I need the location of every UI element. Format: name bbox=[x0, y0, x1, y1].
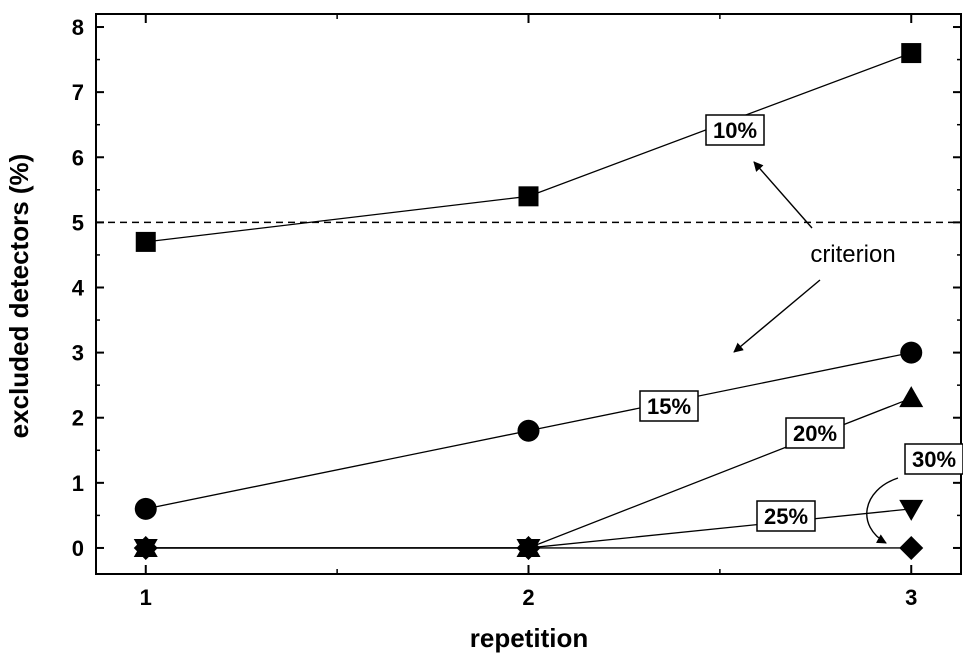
y-tick-label: 6 bbox=[72, 145, 84, 170]
annotations: criterion bbox=[733, 161, 899, 544]
x-axis-title: repetition bbox=[470, 623, 588, 653]
triangle-down-marker bbox=[899, 499, 924, 521]
series-label: 20% bbox=[793, 421, 837, 446]
y-tick-label: 3 bbox=[72, 341, 84, 366]
y-axis-ticks: 0 1 2 3 4 5 6 7 8 bbox=[72, 15, 961, 561]
plot-frame bbox=[95, 13, 962, 575]
x-tick-label: 2 bbox=[522, 585, 534, 610]
x-tick-label: 3 bbox=[905, 585, 917, 610]
y-axis-title: excluded detectors (%) bbox=[4, 154, 34, 439]
y-tick-label: 0 bbox=[72, 536, 84, 561]
y-tick-label: 7 bbox=[72, 80, 84, 105]
series-label: 25% bbox=[764, 504, 808, 529]
series-label-box bbox=[785, 417, 845, 449]
square-marker bbox=[518, 186, 539, 207]
series-label: 10% bbox=[713, 118, 757, 143]
circle-marker bbox=[134, 497, 157, 520]
diamond-marker bbox=[133, 535, 158, 560]
x-axis-ticks: 1 2 3 bbox=[140, 14, 917, 610]
criterion-label: criterion bbox=[810, 241, 895, 268]
y-tick-label: 8 bbox=[72, 15, 84, 40]
y-tick-label: 4 bbox=[72, 275, 85, 300]
criterion-arrow-up bbox=[753, 161, 813, 229]
label-30-arrow bbox=[866, 477, 899, 544]
y-tick-label: 1 bbox=[72, 471, 84, 496]
criterion-arrow-down bbox=[733, 279, 821, 353]
circle-marker bbox=[517, 419, 540, 442]
series-label-box bbox=[639, 390, 699, 422]
y-tick-label: 2 bbox=[72, 406, 84, 431]
diamond-marker bbox=[899, 535, 924, 560]
series-markers bbox=[133, 43, 924, 560]
series-line bbox=[145, 52, 912, 243]
series-labels: 10% 15% 20% 25% 30% bbox=[639, 114, 963, 532]
series-label: 30% bbox=[912, 447, 956, 472]
diamond-marker bbox=[516, 535, 541, 560]
triangle-up-marker bbox=[899, 386, 924, 408]
series-label-box bbox=[904, 443, 963, 475]
y-tick-label: 5 bbox=[72, 210, 84, 235]
square-marker bbox=[901, 43, 922, 64]
square-marker bbox=[135, 231, 156, 252]
series-label-box bbox=[756, 500, 816, 532]
circle-marker bbox=[900, 341, 923, 364]
x-tick-label: 1 bbox=[140, 585, 152, 610]
plot-border bbox=[95, 13, 962, 575]
series-label-box bbox=[705, 114, 765, 146]
series-label: 15% bbox=[647, 394, 691, 419]
